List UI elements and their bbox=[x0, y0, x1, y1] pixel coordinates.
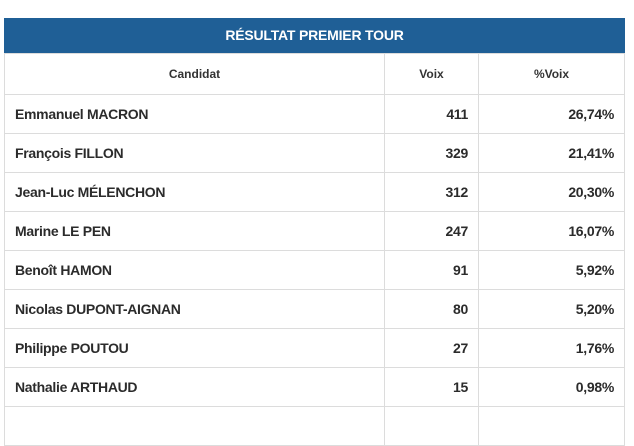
votes-count: 15 bbox=[384, 367, 479, 407]
votes-percent: 20,30% bbox=[478, 172, 625, 212]
table-row: François FILLON 329 21,41% bbox=[4, 133, 625, 173]
table-row: Jean-Luc MÉLENCHON 312 20,30% bbox=[4, 172, 625, 212]
table-row: Marine LE PEN 247 16,07% bbox=[4, 211, 625, 251]
table-title: RÉSULTAT PREMIER TOUR bbox=[4, 18, 625, 53]
votes-percent: 16,07% bbox=[478, 211, 625, 251]
votes-count: 247 bbox=[384, 211, 479, 251]
column-header-voix: Voix bbox=[384, 53, 479, 95]
candidate-name: Jean-Luc MÉLENCHON bbox=[4, 172, 385, 212]
candidate-name: Philippe POUTOU bbox=[4, 328, 385, 368]
votes-percent: 5,20% bbox=[478, 289, 625, 329]
results-table: RÉSULTAT PREMIER TOUR Candidat Voix %Voi… bbox=[4, 18, 625, 446]
candidate-name: Nicolas DUPONT-AIGNAN bbox=[4, 289, 385, 329]
votes-percent: 21,41% bbox=[478, 133, 625, 173]
column-header-candidat: Candidat bbox=[4, 53, 385, 95]
candidate-name: Emmanuel MACRON bbox=[4, 94, 385, 134]
candidate-name: Nathalie ARTHAUD bbox=[4, 367, 385, 407]
candidate-name: Benoît HAMON bbox=[4, 250, 385, 290]
votes-count: 80 bbox=[384, 289, 479, 329]
table-row: Nicolas DUPONT-AIGNAN 80 5,20% bbox=[4, 289, 625, 329]
votes-count: 312 bbox=[384, 172, 479, 212]
table-row: Nathalie ARTHAUD 15 0,98% bbox=[4, 367, 625, 407]
table-row: Emmanuel MACRON 411 26,74% bbox=[4, 94, 625, 134]
votes-count: 91 bbox=[384, 250, 479, 290]
candidate-name: Marine LE PEN bbox=[4, 211, 385, 251]
votes-count: 329 bbox=[384, 133, 479, 173]
votes-percent: 5,92% bbox=[478, 250, 625, 290]
votes-percent: 26,74% bbox=[478, 94, 625, 134]
votes-percent: 0,98% bbox=[478, 367, 625, 407]
table-row: Benoît HAMON 91 5,92% bbox=[4, 250, 625, 290]
votes-count: 27 bbox=[384, 328, 479, 368]
column-header-pct-voix: %Voix bbox=[478, 53, 625, 95]
results-table-container: RÉSULTAT PREMIER TOUR Candidat Voix %Voi… bbox=[4, 18, 625, 446]
votes-count: 411 bbox=[384, 94, 479, 134]
candidate-name: François FILLON bbox=[4, 133, 385, 173]
table-row: Philippe POUTOU 27 1,76% bbox=[4, 328, 625, 368]
table-row-partial bbox=[4, 406, 625, 446]
votes-percent: 1,76% bbox=[478, 328, 625, 368]
table-header-row: Candidat Voix %Voix bbox=[4, 53, 625, 95]
